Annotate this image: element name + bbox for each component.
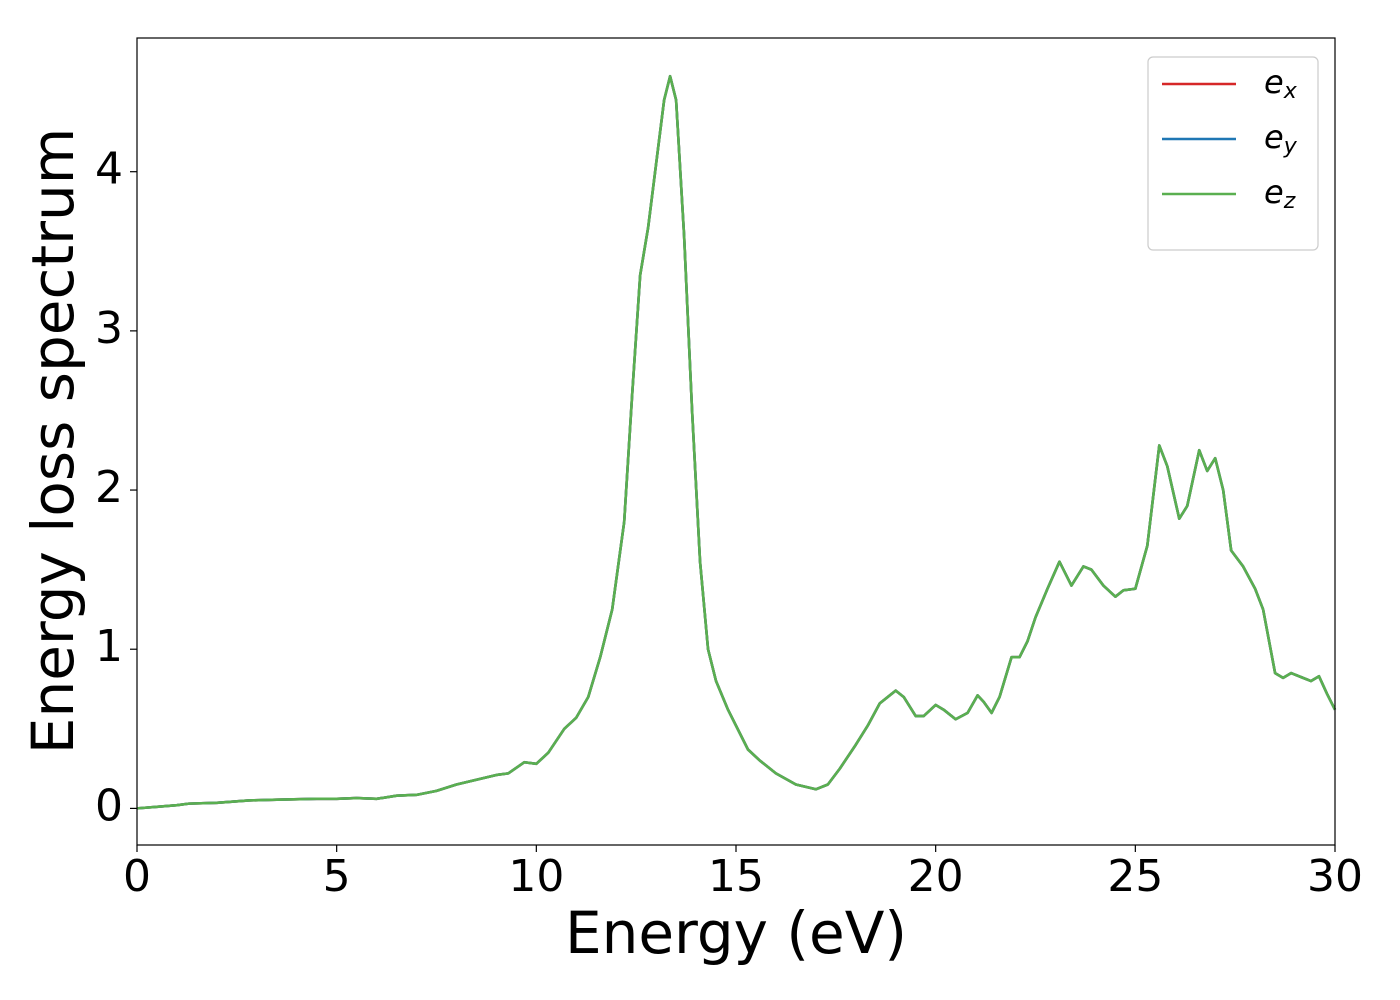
y-tick-label: 2 xyxy=(95,462,123,513)
data-line xyxy=(136,74,1337,810)
legend-box xyxy=(1147,56,1319,251)
x-axis-label: Energy (eV) xyxy=(565,899,907,967)
legend-label: ey xyxy=(1264,118,1298,159)
y-tick-label: 1 xyxy=(95,621,123,672)
plot-frame xyxy=(136,37,1336,846)
legend-label: ez xyxy=(1264,173,1296,214)
x-tick-label: 5 xyxy=(323,851,351,902)
x-tick-label: 20 xyxy=(908,851,964,902)
x-tick-label: 10 xyxy=(508,851,564,902)
y-tick-label: 0 xyxy=(95,780,123,831)
x-tick-label: 25 xyxy=(1107,851,1163,902)
x-tick-label: 0 xyxy=(123,851,151,902)
x-tick-label: 15 xyxy=(708,851,764,902)
y-axis-label: Energy loss spectrum xyxy=(19,128,87,754)
x-tick-label: 30 xyxy=(1307,851,1363,902)
y-tick-label: 4 xyxy=(95,144,123,195)
y-tick-label: 3 xyxy=(95,303,123,354)
legend-label: ex xyxy=(1264,63,1298,104)
